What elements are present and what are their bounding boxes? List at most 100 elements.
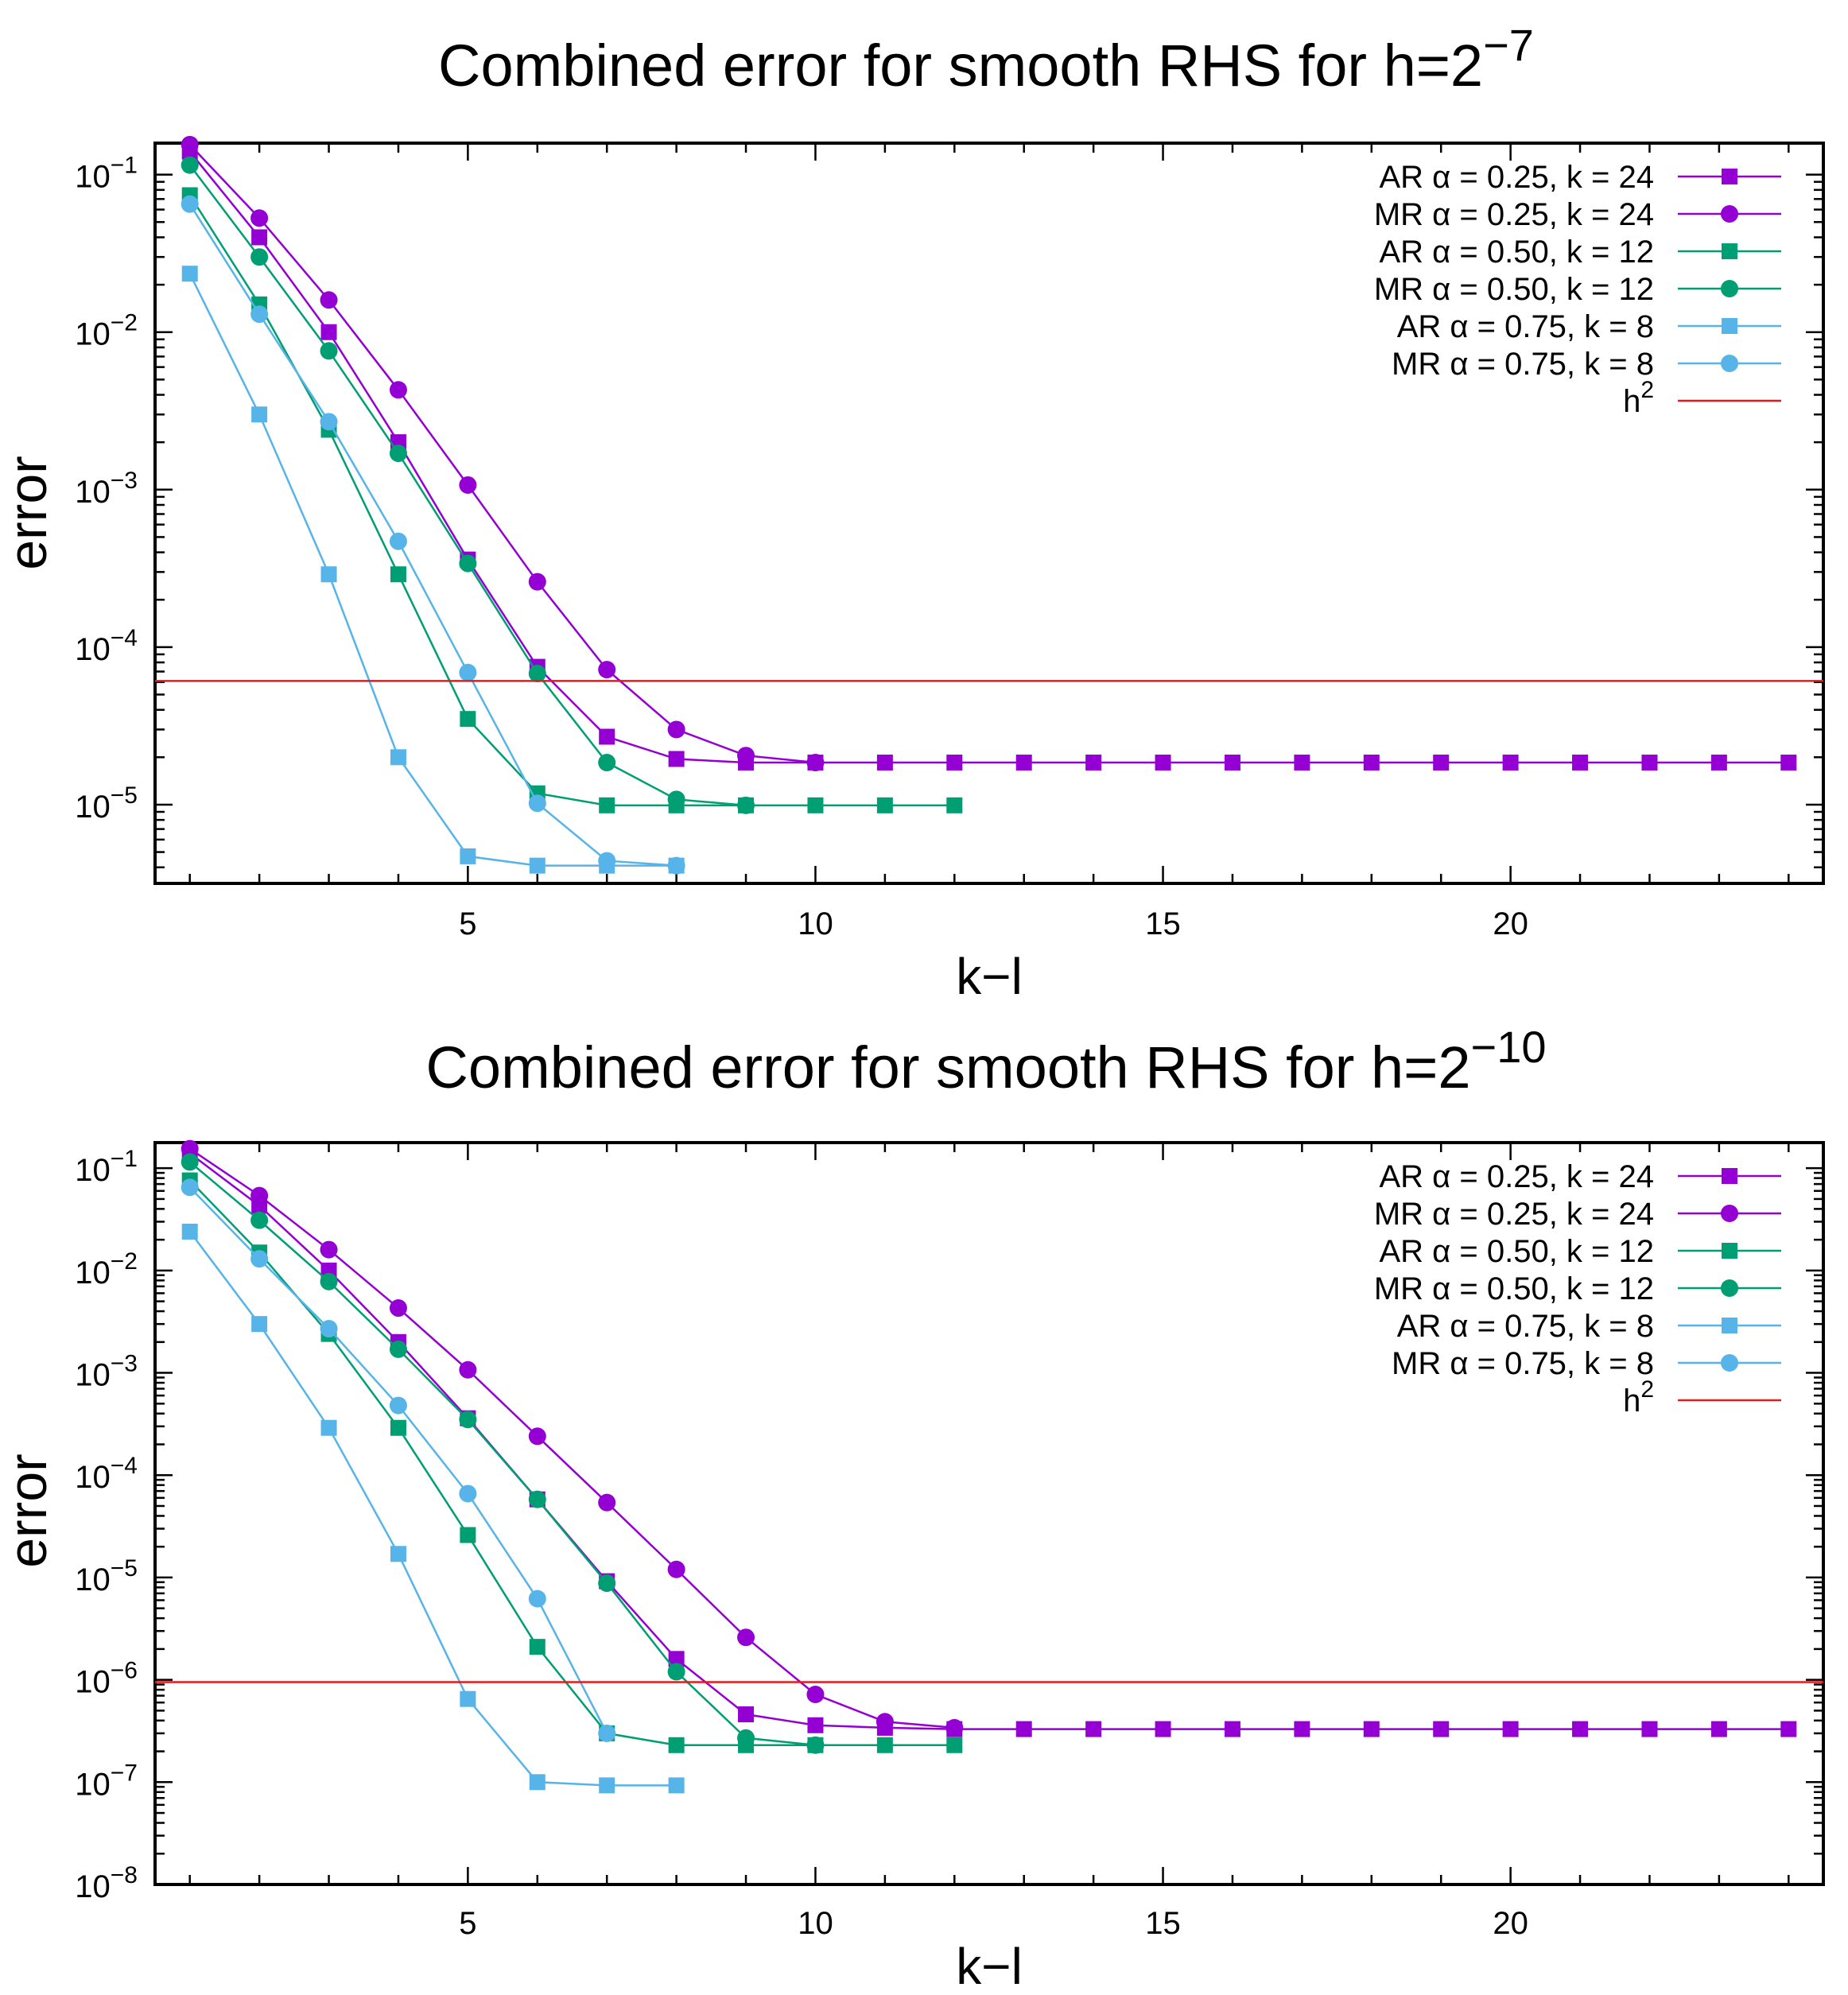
data-point-square bbox=[320, 324, 337, 340]
legend-marker-circle bbox=[1721, 1279, 1738, 1297]
data-point-circle bbox=[598, 1724, 616, 1742]
chart-panel-2: Combined error for smooth RHS for h=2−10… bbox=[0, 1022, 1825, 1995]
data-point-circle bbox=[250, 248, 269, 266]
y-tick-base: 10 bbox=[75, 1869, 111, 1904]
y-tick-exponent: −4 bbox=[111, 1453, 138, 1479]
data-point-circle bbox=[667, 1663, 685, 1681]
y-tick-exponent: −3 bbox=[111, 468, 138, 494]
chart-title-text: Combined error for smooth RHS for h=2 bbox=[438, 33, 1483, 99]
data-point-square bbox=[946, 797, 963, 813]
y-tick-label: 10−3 bbox=[75, 1351, 138, 1393]
data-point-circle bbox=[181, 195, 199, 213]
data-point-circle bbox=[459, 1411, 477, 1429]
data-point-square bbox=[390, 1546, 406, 1562]
data-point-circle bbox=[320, 291, 338, 309]
legend-label: MR α = 0.25, k = 24 bbox=[1374, 1197, 1654, 1232]
data-point-circle bbox=[528, 1490, 546, 1508]
data-point-square bbox=[738, 1706, 755, 1723]
y-tick-base: 10 bbox=[75, 1767, 111, 1802]
y-tick-base: 10 bbox=[75, 632, 111, 667]
data-point-circle bbox=[389, 1340, 407, 1358]
data-point-circle bbox=[181, 1178, 199, 1197]
y-tick-exponent: −8 bbox=[111, 1862, 138, 1888]
data-point-circle bbox=[459, 1360, 477, 1379]
data-point-square bbox=[529, 1639, 545, 1655]
series-line bbox=[188, 273, 677, 867]
data-point-square bbox=[668, 1651, 685, 1667]
legend-label: MR α = 0.50, k = 12 bbox=[1374, 1271, 1654, 1306]
legend-label: AR α = 0.25, k = 24 bbox=[1379, 160, 1654, 195]
series-2 bbox=[181, 1139, 964, 1737]
data-point-circle bbox=[459, 663, 477, 681]
data-point-square bbox=[251, 1316, 268, 1333]
data-point-square bbox=[1572, 755, 1589, 771]
chart-title-exponent: −7 bbox=[1483, 20, 1534, 70]
data-point-circle bbox=[598, 1493, 616, 1512]
series-5 bbox=[181, 1223, 685, 1794]
data-point-circle bbox=[598, 852, 616, 870]
data-point-square bbox=[1641, 755, 1658, 771]
x-tick-label: 5 bbox=[459, 1906, 476, 1941]
data-point-square bbox=[1363, 1721, 1380, 1737]
data-point-circle bbox=[250, 1211, 269, 1229]
legend-label-text: h bbox=[1623, 384, 1640, 419]
y-tick-exponent: −5 bbox=[111, 1555, 138, 1582]
y-tick-label: 10−1 bbox=[75, 1146, 138, 1188]
data-point-square bbox=[390, 566, 406, 583]
legend-label-exponent: 2 bbox=[1640, 1376, 1654, 1403]
legend-marker-square bbox=[1722, 243, 1737, 259]
series-line bbox=[188, 1231, 677, 1787]
legend-label: MR α = 0.75, k = 8 bbox=[1392, 347, 1654, 382]
data-point-circle bbox=[181, 135, 199, 153]
plot-frame bbox=[153, 1141, 1825, 1886]
data-point-square bbox=[876, 755, 893, 771]
y-tick-base: 10 bbox=[75, 317, 111, 352]
y-tick-exponent: −2 bbox=[111, 1248, 138, 1275]
data-point-square bbox=[1224, 1721, 1240, 1737]
y-tick-label: 10−6 bbox=[75, 1658, 138, 1700]
y-tick-exponent: −1 bbox=[111, 153, 138, 179]
data-point-circle bbox=[667, 790, 685, 809]
data-point-square bbox=[390, 1419, 406, 1436]
data-point-square bbox=[1502, 755, 1519, 771]
series-line bbox=[188, 150, 1789, 764]
data-point-circle bbox=[737, 1729, 755, 1747]
legend-label-text: MR α = 0.50, k = 12 bbox=[1374, 1271, 1654, 1306]
data-point-circle bbox=[459, 475, 477, 494]
series-line bbox=[188, 144, 816, 764]
data-point-circle bbox=[598, 754, 616, 772]
y-tick-base: 10 bbox=[75, 1460, 111, 1495]
data-point-circle bbox=[250, 1250, 269, 1268]
series-line bbox=[188, 194, 955, 807]
legend-marker-square bbox=[1722, 1318, 1737, 1333]
chart-panel-1: Combined error for smooth RHS for h=2−7 1… bbox=[0, 20, 1825, 1005]
data-point-square bbox=[1085, 1721, 1102, 1737]
data-point-square bbox=[529, 857, 545, 874]
y-tick-base: 10 bbox=[75, 1665, 111, 1700]
data-point-square bbox=[320, 566, 337, 583]
y-tick-exponent: −5 bbox=[111, 782, 138, 809]
legend-marker-circle bbox=[1721, 355, 1738, 372]
data-point-circle bbox=[875, 1713, 894, 1731]
legend-label: AR α = 0.75, k = 8 bbox=[1397, 1309, 1654, 1344]
data-point-square bbox=[1294, 755, 1310, 771]
data-point-circle bbox=[320, 413, 338, 431]
y-tick-label: 10−3 bbox=[75, 468, 138, 510]
x-tick-label: 10 bbox=[798, 906, 833, 941]
data-point-square bbox=[1363, 755, 1380, 771]
y-tick-base: 10 bbox=[75, 1358, 111, 1393]
data-point-circle bbox=[181, 1153, 199, 1171]
y-axis-label: error bbox=[0, 456, 58, 570]
legend-label-text: h bbox=[1623, 1384, 1640, 1419]
chart-title: Combined error for smooth RHS for h=2−7 bbox=[438, 20, 1534, 99]
y-tick-exponent: −6 bbox=[111, 1658, 138, 1684]
data-point-circle bbox=[667, 1560, 685, 1578]
data-point-circle bbox=[667, 856, 685, 875]
data-point-circle bbox=[389, 1396, 407, 1415]
data-point-square bbox=[1015, 1721, 1032, 1737]
data-point-circle bbox=[598, 1574, 616, 1593]
data-point-circle bbox=[250, 209, 269, 227]
data-point-circle bbox=[528, 665, 546, 683]
